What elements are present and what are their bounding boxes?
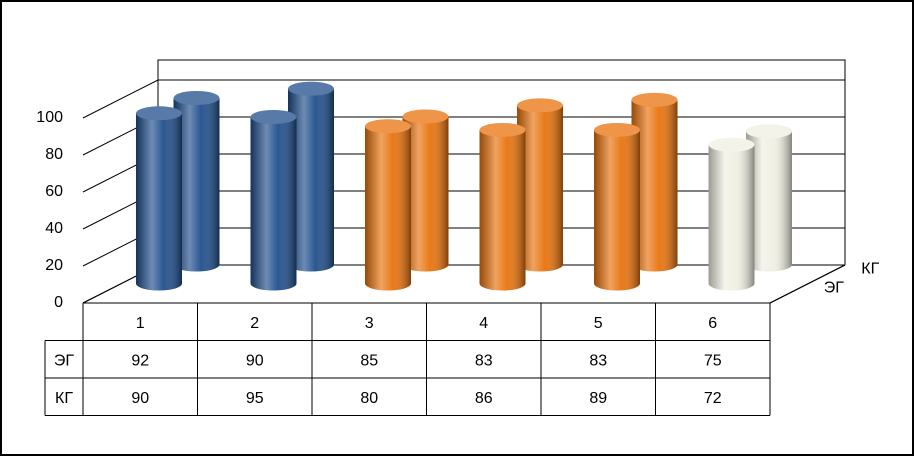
marks	[136, 81, 792, 291]
x-tick-label: 1	[136, 315, 145, 332]
table-value: 80	[360, 390, 378, 407]
cylinder-top	[479, 122, 526, 137]
cylinder-shade	[517, 105, 563, 272]
legend-label: КГ	[55, 390, 73, 407]
cylinder-shade	[365, 126, 412, 291]
cylinder-top-shade	[631, 92, 678, 107]
table-value: 90	[246, 352, 264, 369]
cylinder-top	[136, 106, 182, 121]
cylinder-top	[708, 137, 755, 152]
table-value: 75	[704, 352, 722, 369]
x-tick-label: 2	[250, 315, 259, 332]
legend-label: ЭГ	[54, 352, 75, 369]
table-value: 86	[475, 390, 493, 407]
cylinder	[136, 106, 182, 291]
cylinder	[517, 98, 563, 272]
depth-label: КГ	[861, 261, 879, 278]
y-tick-label: 60	[45, 183, 63, 200]
cylinder	[365, 119, 412, 291]
depth-label: ЭГ	[824, 280, 845, 297]
y-tick-label: 0	[54, 294, 63, 311]
cylinder-top-shade	[173, 91, 220, 105]
cylinder-top	[402, 109, 449, 124]
cylinder-shade	[479, 129, 526, 291]
grid-line	[82, 79, 845, 119]
cylinder-top	[631, 92, 678, 107]
cylinder-shade	[708, 144, 755, 291]
cylinder-top	[365, 119, 411, 134]
cylinder-top-shade	[402, 109, 449, 124]
table-value: 90	[131, 390, 149, 407]
table-value: 72	[704, 390, 722, 407]
cylinder-top	[517, 98, 563, 113]
cylinder-shade	[402, 116, 449, 272]
table-value: 85	[360, 352, 378, 369]
cylinder	[631, 92, 678, 272]
cylinder	[173, 91, 220, 272]
cylinder-shade	[746, 131, 792, 272]
cylinder-top-shade	[746, 124, 792, 139]
table-value: 89	[589, 390, 607, 407]
cylinder-top-shade	[136, 106, 182, 121]
y-tick-label: 40	[45, 220, 63, 237]
cylinder-top-shade	[365, 119, 411, 134]
y-tick-label: 20	[45, 257, 63, 274]
cylinder-top	[746, 124, 792, 139]
cylinder-shade	[173, 98, 220, 272]
data-table: 1 2 3 4 5 6 ЭГ 92 90 85 83 83 75 КГ 90 95 80 86 89 72	[44, 302, 771, 416]
cylinder-top-shade	[288, 81, 334, 96]
table-value: 92	[131, 352, 149, 369]
cylinder	[250, 110, 297, 291]
table-value: 83	[589, 352, 607, 369]
cylinder-top-shade	[250, 110, 297, 124]
cylinder-top-shade	[517, 98, 563, 113]
cylinder	[288, 81, 334, 272]
cylinder-top-shade	[594, 122, 640, 137]
y-tick-label: 80	[45, 146, 63, 163]
cylinder	[708, 137, 755, 291]
x-tick-label: 6	[708, 315, 717, 332]
table-value: 83	[475, 352, 493, 369]
cylinder-top	[288, 81, 334, 96]
depth-axis	[769, 264, 846, 304]
cylinder-top	[173, 91, 220, 105]
y-tick-label: 100	[36, 109, 63, 126]
table-value: 95	[246, 390, 264, 407]
cylinder-top-shade	[708, 137, 755, 152]
cylinder-top	[250, 110, 297, 124]
x-tick-label: 5	[594, 315, 603, 332]
cylinder-top	[594, 122, 640, 137]
cylinder-shade	[631, 99, 678, 272]
cylinder-shade	[288, 88, 334, 272]
cylinder	[402, 109, 449, 272]
cylinder	[479, 122, 526, 291]
x-tick-label: 4	[479, 315, 488, 332]
x-tick-label: 3	[365, 315, 374, 332]
cylinder	[594, 122, 640, 291]
cylinder-shade	[136, 113, 182, 291]
cylinder-shade	[594, 129, 640, 291]
cylinder-top-shade	[479, 122, 526, 137]
cylinder	[746, 124, 792, 272]
cylinder-shade	[250, 117, 297, 291]
